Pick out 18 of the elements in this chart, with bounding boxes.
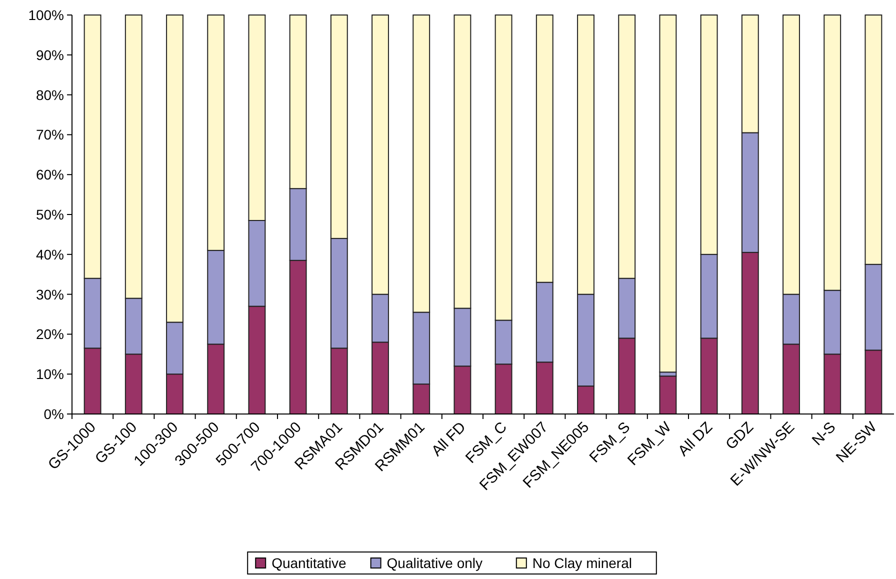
legend-label: Quantitative	[272, 555, 347, 571]
legend-label: Qualitative only	[386, 555, 483, 571]
y-tick-label: 50%	[36, 206, 64, 222]
y-tick-label: 10%	[36, 366, 64, 382]
x-tick-label: All DZ	[674, 418, 716, 460]
y-tick-label: 90%	[36, 46, 64, 63]
y-tick-label: 100%	[28, 7, 64, 23]
bar	[659, 14, 677, 373]
y-tick-label: 0%	[44, 406, 64, 422]
y-tick-label: 80%	[36, 86, 64, 103]
legend-label: No Clay mineral	[532, 555, 632, 571]
x-tick-label: N-S	[808, 418, 840, 450]
bar	[659, 376, 677, 414]
y-tick-label: 20%	[36, 326, 64, 342]
y-tick-label: 30%	[36, 286, 64, 302]
y-tick-label: 70%	[36, 126, 64, 143]
y-tick-label: 60%	[36, 166, 64, 183]
y-tick-label: 40%	[36, 246, 64, 262]
